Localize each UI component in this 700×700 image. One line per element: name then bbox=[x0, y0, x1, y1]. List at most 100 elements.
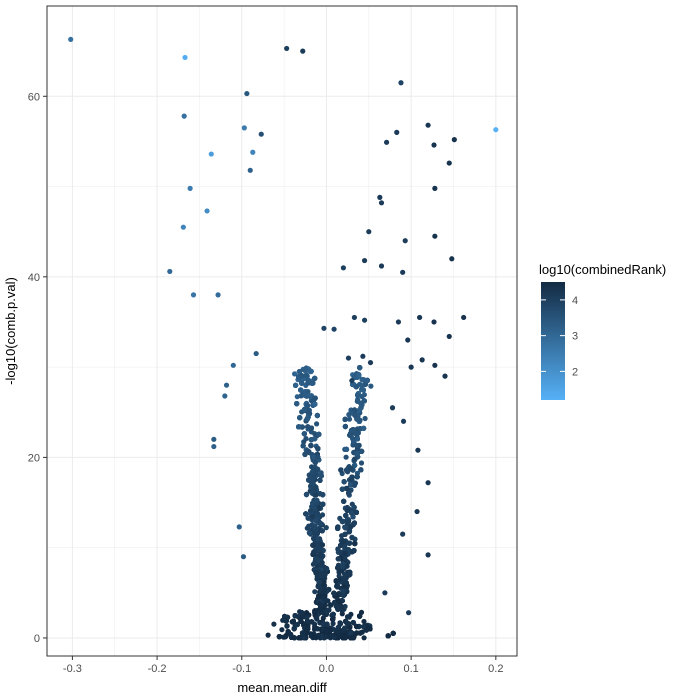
dense-point bbox=[356, 407, 363, 413]
dense-point bbox=[361, 635, 367, 641]
dense-point bbox=[316, 546, 322, 553]
dense-point bbox=[312, 395, 318, 401]
data-point bbox=[432, 362, 438, 368]
dense-point bbox=[347, 569, 353, 575]
dense-point bbox=[311, 535, 317, 542]
dense-point bbox=[343, 454, 349, 460]
dense-point bbox=[271, 621, 277, 627]
dense-point bbox=[305, 448, 311, 454]
dense-point bbox=[337, 577, 343, 583]
dense-point bbox=[282, 634, 288, 640]
dense-point bbox=[298, 387, 304, 393]
dense-point bbox=[320, 621, 326, 627]
data-point bbox=[340, 265, 346, 271]
dense-point bbox=[314, 497, 320, 504]
dense-point bbox=[349, 534, 355, 541]
dense-point bbox=[317, 491, 323, 497]
dense-point bbox=[335, 556, 341, 562]
data-point bbox=[395, 319, 402, 325]
dense-point bbox=[342, 531, 348, 538]
x-tick-label: -0.2 bbox=[148, 663, 167, 675]
dense-point bbox=[323, 525, 329, 531]
data-point bbox=[425, 122, 431, 128]
data-point bbox=[247, 167, 253, 173]
data-point bbox=[405, 337, 411, 343]
dense-point bbox=[353, 430, 359, 436]
dense-point bbox=[341, 584, 347, 590]
data-point bbox=[180, 224, 186, 230]
dense-point bbox=[362, 415, 368, 422]
dense-point bbox=[309, 469, 315, 475]
dense-point bbox=[318, 521, 324, 527]
dense-point bbox=[312, 459, 318, 465]
dense-point bbox=[354, 436, 360, 442]
dense-point bbox=[353, 384, 359, 390]
dense-point bbox=[312, 505, 318, 511]
dense-point bbox=[347, 624, 353, 630]
dense-point bbox=[344, 485, 350, 492]
dense-point bbox=[349, 510, 355, 516]
dense-point bbox=[312, 375, 318, 381]
dense-point bbox=[319, 542, 325, 548]
dense-point bbox=[292, 371, 298, 377]
data-point bbox=[181, 113, 187, 119]
dense-point bbox=[348, 410, 354, 416]
dense-point bbox=[337, 621, 343, 627]
data-point bbox=[236, 524, 242, 530]
dense-point bbox=[305, 424, 311, 430]
dense-point bbox=[339, 564, 345, 570]
dense-point bbox=[314, 412, 320, 419]
dense-point bbox=[316, 593, 322, 599]
dense-point bbox=[311, 549, 317, 555]
dense-point bbox=[308, 508, 314, 514]
dense-point bbox=[303, 372, 309, 378]
data-point bbox=[182, 54, 188, 61]
dense-point bbox=[307, 393, 313, 399]
dense-point bbox=[306, 380, 312, 386]
data-point bbox=[211, 436, 217, 442]
data-point bbox=[400, 531, 406, 537]
dense-point bbox=[352, 456, 358, 462]
dense-point bbox=[341, 571, 347, 577]
dense-point bbox=[291, 635, 297, 641]
dense-point bbox=[304, 525, 310, 531]
dense-point bbox=[319, 553, 325, 559]
dense-point bbox=[276, 634, 282, 640]
dense-point bbox=[298, 616, 304, 622]
dense-point bbox=[305, 389, 311, 395]
dense-point bbox=[348, 476, 354, 482]
data-point bbox=[442, 373, 448, 379]
dense-point bbox=[320, 501, 326, 507]
data-point bbox=[230, 362, 236, 368]
data-point bbox=[400, 418, 407, 424]
dense-point bbox=[357, 613, 363, 619]
dense-point bbox=[343, 512, 349, 519]
x-tick-label: 0.1 bbox=[403, 663, 418, 675]
data-point bbox=[382, 590, 388, 596]
dense-point bbox=[310, 380, 316, 386]
dense-point bbox=[296, 369, 303, 375]
data-point bbox=[222, 393, 228, 399]
data-point bbox=[408, 364, 414, 370]
dense-point bbox=[321, 596, 327, 602]
dense-point bbox=[342, 634, 348, 640]
dense-point bbox=[355, 392, 361, 398]
y-tick-label: 60 bbox=[28, 91, 40, 103]
data-point bbox=[361, 257, 368, 264]
data-point bbox=[425, 552, 431, 558]
dense-point bbox=[338, 542, 344, 549]
dense-point bbox=[354, 630, 360, 636]
dense-point bbox=[347, 630, 354, 636]
data-point bbox=[377, 194, 383, 200]
dense-point bbox=[336, 599, 342, 605]
data-point bbox=[389, 405, 396, 411]
data-point bbox=[241, 125, 247, 131]
dense-point bbox=[316, 579, 322, 585]
dense-point bbox=[313, 570, 319, 576]
data-points bbox=[68, 36, 499, 616]
dense-point bbox=[351, 504, 357, 510]
dense-point bbox=[312, 401, 318, 407]
dense-point bbox=[288, 631, 294, 638]
data-point bbox=[415, 447, 421, 453]
